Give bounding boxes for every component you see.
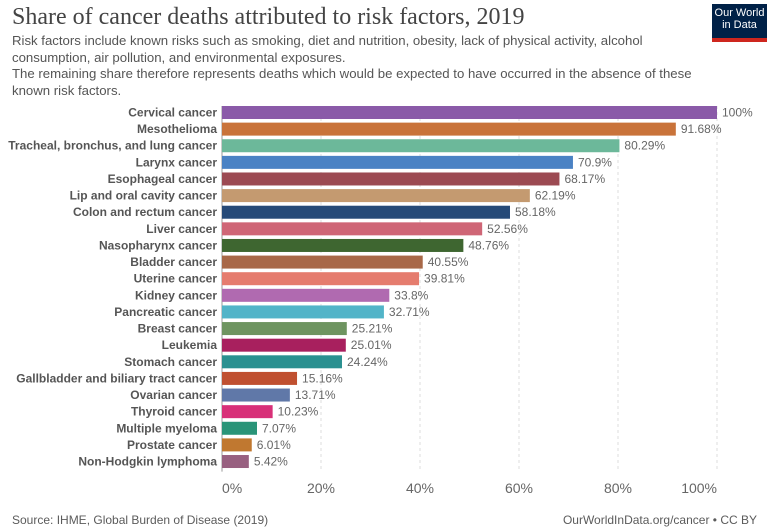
bar xyxy=(222,405,273,419)
data-label: 24.24% xyxy=(347,355,388,369)
x-tick-label: 40% xyxy=(406,480,434,496)
bar xyxy=(222,322,347,336)
category-label: Tracheal, bronchus, and lung cancer xyxy=(8,139,217,153)
data-label: 32.71% xyxy=(389,305,430,319)
category-label: Colon and rectum cancer xyxy=(73,205,217,219)
category-label: Liver cancer xyxy=(146,222,217,236)
x-tick-label: 100% xyxy=(681,480,717,496)
category-label: Lip and oral cavity cancer xyxy=(70,189,218,203)
bar xyxy=(222,421,257,435)
owid-logo[interactable]: Our World in Data xyxy=(712,4,767,42)
bar xyxy=(222,189,530,203)
bar xyxy=(222,238,464,252)
data-label: 15.16% xyxy=(302,371,343,385)
data-label: 10.23% xyxy=(278,405,319,419)
category-label: Nasopharynx cancer xyxy=(99,238,217,252)
data-label: 25.21% xyxy=(352,322,393,336)
category-label: Kidney cancer xyxy=(135,288,217,302)
bar xyxy=(222,388,290,402)
data-label: 100% xyxy=(722,106,753,120)
data-label: 40.55% xyxy=(428,255,469,269)
bar xyxy=(222,205,510,219)
data-label: 6.01% xyxy=(257,438,291,452)
x-tick-label: 80% xyxy=(604,480,632,496)
category-label: Cervical cancer xyxy=(128,106,217,120)
data-label: 25.01% xyxy=(351,338,392,352)
data-label: 33.8% xyxy=(394,288,428,302)
data-label: 68.17% xyxy=(564,172,605,186)
bar xyxy=(222,139,620,153)
license-link[interactable]: OurWorldInData.org/cancer • CC BY xyxy=(562,513,757,527)
data-label: 52.56% xyxy=(487,222,528,236)
data-label: 62.19% xyxy=(535,189,576,203)
bar xyxy=(222,355,342,369)
chart-subtitle: Risk factors include known risks such as… xyxy=(12,33,702,99)
category-label: Breast cancer xyxy=(138,322,218,336)
data-label: 91.68% xyxy=(681,122,722,136)
category-label: Prostate cancer xyxy=(127,438,217,452)
data-label: 80.29% xyxy=(624,139,665,153)
bar xyxy=(222,255,423,269)
source-note[interactable]: Source: IHME, Global Burden of Disease (… xyxy=(12,513,269,527)
bar xyxy=(222,122,676,136)
category-label: Uterine cancer xyxy=(134,272,218,286)
category-label: Stomach cancer xyxy=(124,355,217,369)
category-label: Mesothelioma xyxy=(137,122,217,136)
bar xyxy=(222,272,420,286)
bar xyxy=(222,222,483,236)
data-label: 5.42% xyxy=(254,455,288,469)
category-label: Pancreatic cancer xyxy=(114,305,217,319)
category-label: Bladder cancer xyxy=(130,255,217,269)
bar xyxy=(222,305,384,319)
data-label: 7.07% xyxy=(262,421,296,435)
bar xyxy=(222,172,560,186)
data-label: 13.71% xyxy=(295,388,336,402)
category-label: Esophageal cancer xyxy=(108,172,218,186)
bar xyxy=(222,288,390,302)
bar xyxy=(222,338,346,352)
category-label: Leukemia xyxy=(162,338,218,352)
data-label: 39.81% xyxy=(424,272,465,286)
x-tick-label: 60% xyxy=(505,480,533,496)
chart-title: Share of cancer deaths attributed to ris… xyxy=(12,4,525,30)
x-tick-label: 20% xyxy=(307,480,335,496)
category-label: Thyroid cancer xyxy=(131,405,217,419)
category-label: Ovarian cancer xyxy=(130,388,217,402)
category-label: Gallbladder and biliary tract cancer xyxy=(16,371,217,385)
bar xyxy=(222,155,573,169)
data-label: 70.9% xyxy=(578,155,612,169)
data-label: 48.76% xyxy=(468,238,509,252)
x-tick-label: 0% xyxy=(222,480,242,496)
bar xyxy=(222,438,252,452)
subtitle-line-2: The remaining share therefore represents… xyxy=(12,66,692,98)
bar xyxy=(222,106,717,119)
bar xyxy=(222,455,249,469)
category-label: Larynx cancer xyxy=(136,155,218,169)
category-label: Non-Hodgkin lymphoma xyxy=(78,455,217,469)
subtitle-line-1: Risk factors include known risks such as… xyxy=(12,33,643,65)
bar xyxy=(222,371,298,385)
data-label: 58.18% xyxy=(515,205,556,219)
category-label: Multiple myeloma xyxy=(116,421,217,435)
